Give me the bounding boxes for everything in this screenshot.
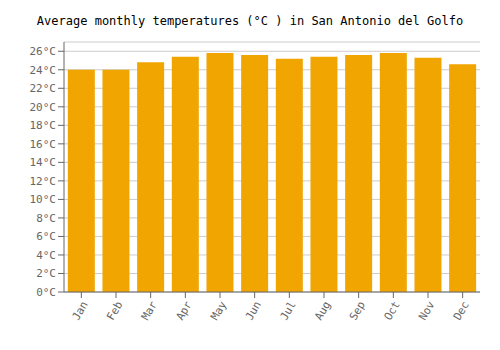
svg-text:6°C: 6°C: [36, 230, 56, 243]
svg-text:24°C: 24°C: [30, 64, 57, 77]
svg-text:2°C: 2°C: [36, 267, 56, 280]
svg-text:16°C: 16°C: [30, 138, 57, 151]
svg-text:12°C: 12°C: [30, 175, 57, 188]
svg-text:Jun: Jun: [243, 299, 264, 323]
svg-text:10°C: 10°C: [30, 193, 57, 206]
svg-text:Sep: Sep: [347, 299, 368, 323]
svg-text:8°C: 8°C: [36, 212, 56, 225]
svg-text:14°C: 14°C: [30, 156, 57, 169]
svg-text:20°C: 20°C: [30, 101, 57, 114]
svg-text:Apr: Apr: [173, 299, 194, 323]
svg-text:Jan: Jan: [69, 299, 90, 323]
svg-text:22°C: 22°C: [30, 82, 57, 95]
svg-text:Nov: Nov: [416, 299, 437, 323]
svg-text:26°C: 26°C: [30, 45, 57, 58]
svg-text:18°C: 18°C: [30, 119, 57, 132]
svg-text:Jul: Jul: [277, 299, 298, 323]
svg-text:Oct: Oct: [381, 299, 402, 323]
svg-text:Aug: Aug: [312, 299, 333, 323]
svg-text:4°C: 4°C: [36, 249, 56, 262]
svg-text:Mar: Mar: [139, 299, 160, 323]
svg-text:0°C: 0°C: [36, 286, 56, 299]
svg-text:May: May: [208, 299, 229, 323]
svg-text:Feb: Feb: [104, 299, 125, 323]
svg-text:Dec: Dec: [451, 299, 472, 323]
html-text:Average monthly temperatures (: Average monthly temperatures (°C ) in Sa…: [36, 14, 464, 28]
